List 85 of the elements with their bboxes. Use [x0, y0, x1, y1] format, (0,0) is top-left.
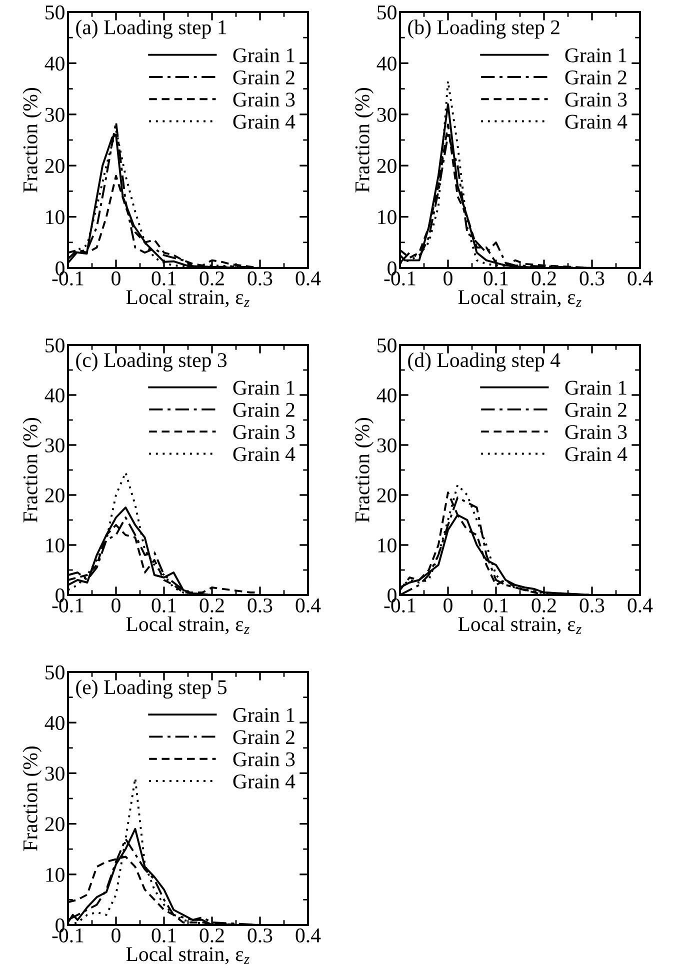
- x-tick-label: 0.2: [200, 271, 224, 286]
- x-axis-title: Local strain, ε$_{z}$: [126, 946, 250, 964]
- x-tick-label: 0.3: [580, 271, 604, 286]
- y-tick-label: 30: [45, 766, 64, 781]
- x-tick-label: 0.2: [532, 598, 556, 613]
- y-axis-title: Fraction (%): [22, 418, 42, 522]
- legend-label: Grain 4: [565, 114, 628, 129]
- y-tick-label: 40: [376, 56, 396, 71]
- x-axis-title: Local strain, ε$_{z}$: [458, 290, 582, 308]
- legend-label: Grain 2: [233, 402, 294, 417]
- x-tick-label: 0.4: [296, 928, 321, 943]
- x-tick-label: 0: [112, 928, 120, 942]
- y-axis-title: Fraction (%): [354, 88, 374, 192]
- y-tick-label: 10: [46, 210, 64, 224]
- y-tick-label: 50: [378, 338, 396, 352]
- x-tick-label: 0.1: [152, 271, 176, 286]
- y-tick-label: 30: [377, 438, 396, 452]
- x-tick-label: 0: [444, 271, 452, 286]
- x-tick-label: 0.1: [484, 271, 508, 286]
- x-axis-title: Local strain, ε$_{z}$: [126, 290, 250, 308]
- y-tick-label: 10: [378, 538, 396, 552]
- legend-label: Grain 3: [233, 752, 295, 766]
- x-tick-label: 0.3: [248, 598, 272, 613]
- y-tick-label: 10: [46, 868, 64, 882]
- x-tick-label: 0.2: [532, 271, 556, 286]
- x-tick-label: 0: [444, 598, 452, 612]
- x-tick-label: 0.3: [248, 271, 272, 286]
- y-tick-label: 40: [376, 388, 396, 402]
- chart-title: (e) Loading step 5: [76, 680, 227, 699]
- x-tick-label: 0: [112, 598, 120, 612]
- y-tick-label: 50: [46, 338, 64, 352]
- y-tick-label: 20: [377, 158, 396, 174]
- chart-title: (c) Loading step 3: [76, 352, 227, 372]
- chart-title: (a) Loading step 1: [76, 20, 226, 39]
- legend-label: Grain 2: [233, 730, 294, 744]
- y-tick-label: 40: [44, 388, 64, 402]
- legend-label: Grain 3: [565, 425, 627, 440]
- x-tick-label: 0.2: [200, 598, 224, 613]
- legend-label: Grain 1: [233, 708, 294, 722]
- y-tick-label: 30: [45, 108, 64, 122]
- chart-title: (b) Loading step 2: [408, 20, 560, 39]
- y-axis-title: Fraction (%): [22, 88, 42, 192]
- y-tick-label: 50: [46, 5, 64, 20]
- x-tick-label: 0.1: [152, 928, 176, 943]
- y-tick-label: 50: [378, 5, 396, 20]
- legend-label: Grain 2: [233, 70, 294, 84]
- legend-label: Grain 1: [565, 380, 626, 395]
- x-axis-title: Local strain, ε$_{z}$: [458, 616, 582, 634]
- x-tick-label: 0.1: [484, 598, 508, 613]
- legend-label: Grain 4: [233, 774, 296, 788]
- y-tick-label: 30: [377, 108, 396, 122]
- y-tick-label: 40: [44, 716, 64, 730]
- legend-label: Grain 1: [233, 380, 294, 395]
- x-tick-label: 0.4: [628, 271, 653, 286]
- x-tick-label: 0.1: [152, 598, 176, 613]
- legend-label: Grain 4: [233, 447, 296, 462]
- legend-label: Grain 2: [565, 402, 626, 417]
- x-tick-label: 0.4: [628, 598, 653, 613]
- y-tick-label: 40: [44, 56, 64, 71]
- y-tick-label: 10: [46, 538, 64, 552]
- legend-label: Grain 4: [565, 447, 628, 462]
- legend-label: Grain 2: [565, 70, 626, 84]
- x-axis-title: Local strain, ε$_{z}$: [126, 616, 250, 634]
- x-tick-label: 0.4: [296, 598, 321, 613]
- y-axis-title: Fraction (%): [22, 746, 42, 851]
- legend-label: Grain 1: [565, 48, 626, 62]
- y-tick-label: 20: [45, 488, 64, 502]
- legend-label: Grain 3: [565, 92, 627, 107]
- x-tick-label: 0.3: [248, 928, 272, 943]
- y-tick-label: 20: [45, 817, 64, 832]
- y-tick-label: 50: [46, 665, 64, 680]
- legend-label: Grain 3: [233, 425, 295, 440]
- legend-label: Grain 3: [233, 92, 295, 107]
- x-tick-label: 0.2: [200, 928, 224, 943]
- y-tick-label: 20: [377, 488, 396, 502]
- legend-label: Grain 1: [233, 48, 294, 62]
- x-tick-label: 0: [112, 271, 120, 286]
- x-tick-label: 0.3: [580, 598, 604, 613]
- y-axis-title: Fraction (%): [354, 418, 374, 522]
- chart-title: (d) Loading step 4: [408, 352, 560, 372]
- legend-label: Grain 4: [233, 114, 296, 129]
- y-tick-label: 30: [45, 438, 64, 452]
- y-tick-label: 20: [45, 158, 64, 174]
- y-tick-label: 10: [378, 210, 396, 224]
- x-tick-label: 0.4: [296, 271, 321, 286]
